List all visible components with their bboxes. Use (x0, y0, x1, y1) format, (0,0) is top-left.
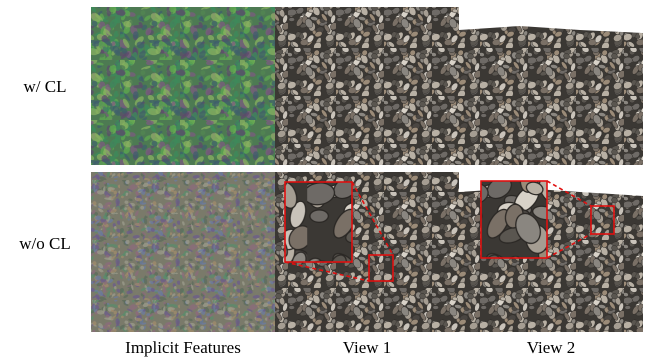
feature-map (91, 7, 275, 165)
feature-map (91, 172, 275, 332)
view2-image (459, 26, 643, 165)
column-label: Implicit Features (125, 338, 241, 357)
row-label: w/o CL (19, 234, 70, 253)
figure: w/ CL w/o CL Implicit Features View 1 Vi… (0, 0, 651, 360)
zoom-inset (285, 182, 352, 262)
column-label: View 2 (527, 338, 576, 357)
column-label: View 1 (343, 338, 392, 357)
view1-image (275, 7, 459, 165)
zoom-inset (481, 181, 547, 258)
row-label: w/ CL (24, 77, 67, 96)
